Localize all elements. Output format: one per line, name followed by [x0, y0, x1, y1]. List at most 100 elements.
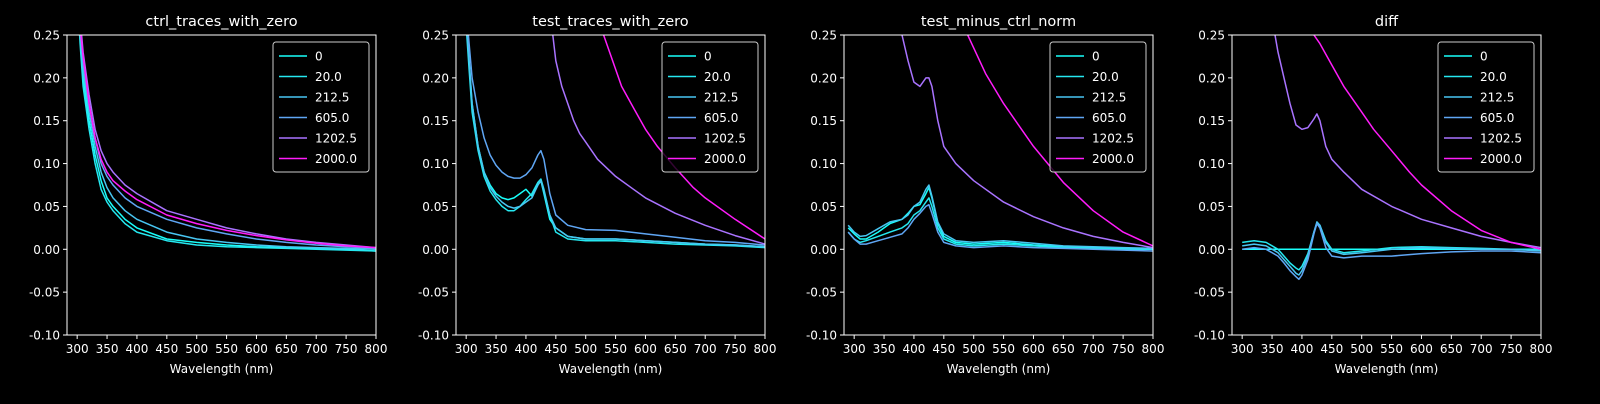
- series-line-605.0: [1242, 222, 1541, 281]
- legend-entry: 605.0: [1092, 111, 1126, 125]
- chart-panel-3: test_minus_ctrl_norm 300 350 400 450 500 550 60…: [806, 14, 1165, 376]
- x-tick-label: 600: [1410, 342, 1433, 356]
- x-tick-label: 500: [1350, 342, 1373, 356]
- y-tick-label: 0.25: [422, 29, 449, 43]
- y-tick-label: -0.05: [29, 286, 60, 300]
- x-tick-label: 400: [1290, 342, 1313, 356]
- series-line-2000.0: [80, 35, 376, 249]
- legend-entry: 0: [704, 50, 712, 64]
- legend-entry: 1202.5: [1480, 132, 1522, 146]
- x-tick-label: 800: [1142, 342, 1165, 356]
- x-tick-label: 550: [215, 342, 238, 356]
- legend-entry: 2000.0: [704, 152, 746, 166]
- x-tick-label: 800: [754, 342, 777, 356]
- legend-entry: 212.5: [1480, 91, 1514, 105]
- x-tick-label: 450: [932, 342, 955, 356]
- axes-frame: [843, 34, 1154, 336]
- y-tick-label: 0.00: [422, 243, 449, 257]
- y-tick-label: 0.20: [810, 71, 837, 85]
- x-tick-label: 550: [992, 342, 1015, 356]
- y-tick-label: 0.00: [1198, 243, 1225, 257]
- series-line-212.5: [1242, 221, 1541, 276]
- x-tick-label: 400: [125, 342, 148, 356]
- x-tick-label: 700: [1470, 342, 1493, 356]
- y-tick-label: 0.05: [33, 200, 60, 214]
- y-tick-label: 0.10: [33, 157, 60, 171]
- y-tick-label: 0.25: [33, 29, 60, 43]
- series-line-20.0: [78, 35, 376, 252]
- series-group: [78, 35, 376, 252]
- x-tick-label: 600: [245, 342, 268, 356]
- y-tick-label: -0.05: [806, 286, 837, 300]
- y-tick-label: 0.10: [810, 157, 837, 171]
- y-tick-label: 0.10: [422, 157, 449, 171]
- y-tick-label: 0.15: [33, 114, 60, 128]
- x-tick-label: 600: [1022, 342, 1045, 356]
- x-axis-label: Wavelength (nm): [1335, 362, 1439, 376]
- x-tick-label: 550: [604, 342, 627, 356]
- x-tick-label: 650: [275, 342, 298, 356]
- legend-entry: 212.5: [704, 91, 738, 105]
- legend-entry: 0: [1092, 50, 1100, 64]
- chart-panel-2: test_traces_with_zero 300 350 400 450 500 550 6…: [418, 14, 777, 376]
- chart-title: diff: [1375, 14, 1399, 30]
- legend-entry: 0: [1480, 50, 1488, 64]
- x-tick-label: 750: [1500, 342, 1523, 356]
- y-tick-label: 0.05: [422, 200, 449, 214]
- legend-box: [1437, 41, 1535, 173]
- y-tick-label: 0.15: [1198, 114, 1225, 128]
- x-tick-label: 400: [514, 342, 537, 356]
- legend-box: [661, 41, 759, 173]
- chart-panel-1: ctrl_traces_with_zero 300 350 400 450 500 550 6…: [29, 14, 388, 376]
- y-tick-label: 0.05: [810, 200, 837, 214]
- series-line-212.5: [79, 35, 376, 251]
- legend-entry: 20.0: [315, 70, 342, 84]
- x-tick-label: 300: [843, 342, 866, 356]
- series-group: [1242, 35, 1541, 281]
- panels: ctrl_traces_with_zero 300 350 400 450 500 550 6…: [29, 14, 1553, 376]
- y-tick-label: -0.05: [418, 286, 449, 300]
- x-tick-label: 350: [1261, 342, 1284, 356]
- series-line-2000.0: [602, 35, 765, 240]
- series-line-212.5: [847, 184, 1153, 250]
- x-tick-label: 500: [574, 342, 597, 356]
- legend: 0 20.0 212.5 605.0 1202.5 2000.0: [1049, 41, 1147, 173]
- series-group: [847, 35, 1153, 252]
- y-tick-label: 0.25: [810, 29, 837, 43]
- legend-entry: 2000.0: [1480, 152, 1522, 166]
- series-line-20.0: [847, 197, 1153, 251]
- x-tick-label: 600: [634, 342, 657, 356]
- legend-entry: 605.0: [704, 111, 738, 125]
- y-tick-label: 0.05: [1198, 200, 1225, 214]
- y-tick-label: 0.00: [33, 243, 60, 257]
- legend-entry: 2000.0: [315, 152, 357, 166]
- series-line-1202.5: [1274, 35, 1541, 249]
- chart-panel-4: diff 300 350 400 450 500 550 600 650 700 750 800 -0.…: [1194, 14, 1553, 376]
- x-tick-label: 300: [455, 342, 478, 356]
- legend-entry: 1202.5: [704, 132, 746, 146]
- legend-entry: 2000.0: [1092, 152, 1134, 166]
- x-tick-label: 750: [724, 342, 747, 356]
- x-tick-label: 350: [485, 342, 508, 356]
- legend-entry: 212.5: [1092, 91, 1126, 105]
- x-tick-label: 550: [1380, 342, 1403, 356]
- y-tick-label: 0.15: [422, 114, 449, 128]
- legend: 0 20.0 212.5 605.0 1202.5 2000.0: [272, 41, 370, 173]
- y-tick-label: 0.20: [422, 71, 449, 85]
- y-tick-label: -0.10: [418, 329, 449, 343]
- legend-entry: 20.0: [1092, 70, 1119, 84]
- legend-entry: 212.5: [315, 91, 349, 105]
- axes-frame: [455, 34, 766, 336]
- x-tick-label: 300: [66, 342, 89, 356]
- series-line-1202.5: [80, 35, 376, 249]
- legend-entry: 20.0: [704, 70, 731, 84]
- x-tick-label: 700: [305, 342, 328, 356]
- y-tick-label: 0.15: [810, 114, 837, 128]
- y-tick-label: 0.10: [1198, 157, 1225, 171]
- x-tick-label: 650: [1052, 342, 1075, 356]
- x-tick-label: 500: [962, 342, 985, 356]
- legend-entry: 20.0: [1480, 70, 1507, 84]
- series-line-2000.0: [967, 35, 1153, 247]
